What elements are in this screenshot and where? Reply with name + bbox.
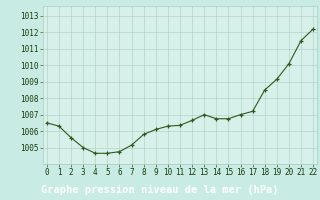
Text: Graphe pression niveau de la mer (hPa): Graphe pression niveau de la mer (hPa) xyxy=(41,185,279,195)
